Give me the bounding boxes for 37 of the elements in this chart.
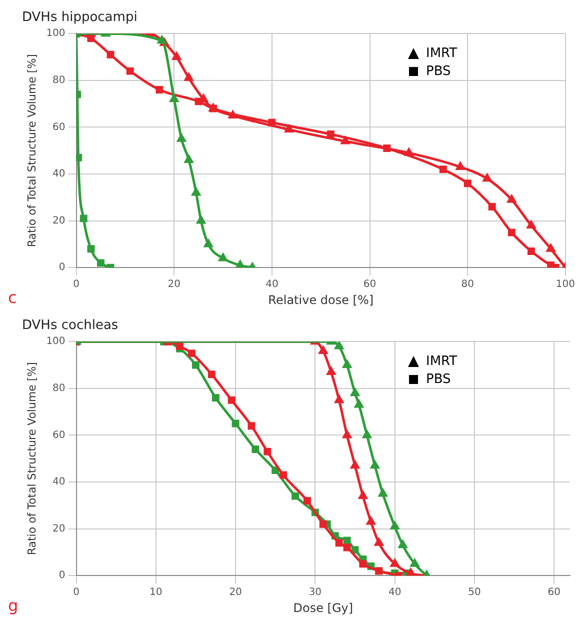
chart-title: DVHs hippocampi	[22, 10, 138, 26]
x-tick-label: 40	[388, 587, 402, 598]
x-tick-label: 20	[229, 587, 242, 598]
x-tick-label: 80	[461, 279, 474, 290]
y-axis-title: Ratio of Total Structure Volume [%]	[25, 54, 38, 248]
annotation: PBS	[426, 372, 451, 387]
y-tick-label: 0	[58, 262, 66, 274]
x-tick-label: 0	[73, 587, 80, 598]
y-tick-label: 60	[52, 122, 66, 133]
y-tick-label: 80	[52, 382, 66, 394]
x-tick-label: 40	[266, 279, 278, 290]
y-tick-label: 0	[58, 570, 66, 582]
x-axis-title: Relative dose [%]	[268, 292, 374, 307]
text: g	[8, 596, 18, 616]
annotation: PBS	[426, 64, 451, 79]
x-tick-label: 0	[73, 279, 80, 290]
y-tick-label: 100	[46, 28, 66, 40]
annotation: IMRT	[426, 354, 458, 369]
y-tick-label: 40	[52, 476, 66, 488]
x-axis-title: Dose [Gy]	[293, 600, 354, 615]
y-tick-label: 20	[52, 523, 66, 534]
y-tick-label: 60	[52, 430, 66, 441]
x-tick-label: 30	[308, 587, 322, 598]
x-tick-label: 60	[548, 587, 560, 598]
x-tick-label: 20	[168, 279, 180, 290]
annotation: IMRT	[426, 46, 458, 61]
x-tick-label: 50	[468, 587, 481, 598]
x-tick-label: 100	[556, 279, 576, 290]
chart-title: DVHs cochleas	[22, 318, 118, 334]
x-tick-label: 10	[150, 587, 162, 598]
y-tick-label: 40	[52, 168, 66, 180]
y-tick-label: 80	[52, 74, 66, 86]
x-tick-label: 60	[363, 279, 376, 290]
y-tick-label: 100	[46, 336, 66, 348]
y-axis-title: Ratio of Total Structure Volume [%]	[25, 362, 38, 556]
y-tick-label: 20	[52, 215, 66, 226]
text: c	[8, 288, 17, 308]
